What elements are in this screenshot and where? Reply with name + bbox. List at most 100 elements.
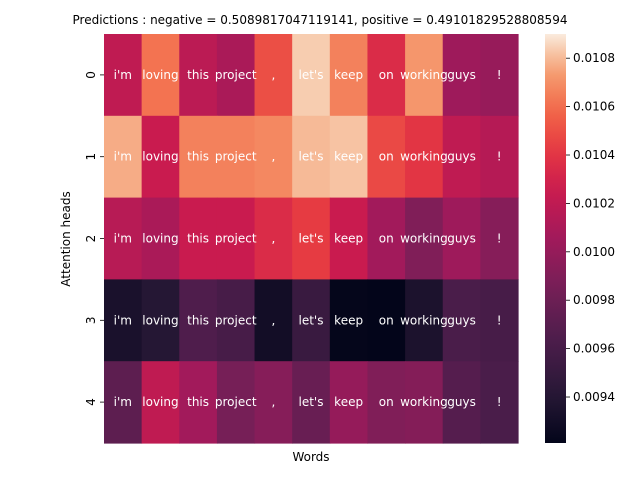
- heatmap-cell-r0-c8: [405, 34, 444, 117]
- cell-word-label: loving: [142, 68, 178, 82]
- heatmap-cell-r1-c4: [254, 115, 293, 199]
- cell-word-label: let's: [299, 395, 324, 409]
- heatmap-cell-r1-c5: [292, 115, 331, 199]
- heatmap-cell-r2-c9: [442, 197, 481, 280]
- cell-word-label: on: [379, 68, 394, 82]
- cell-word-label: keep: [334, 313, 363, 327]
- heatmap-cell-r4-c1: [141, 361, 180, 444]
- heatmap-cell-r2-c2: [179, 197, 218, 280]
- colorbar-tick-label: 0.0094: [573, 390, 615, 404]
- cell-word-label: on: [379, 232, 394, 246]
- heatmap-cell-r1-c1: [141, 115, 180, 199]
- heatmap-cell-r2-c0: [104, 197, 143, 280]
- cell-word-label: ,: [271, 150, 275, 164]
- y-axis-label: Attention heads: [59, 191, 73, 286]
- heatmap-cell-r4-c2: [179, 361, 218, 444]
- heatmap-cell-r0-c7: [367, 34, 406, 117]
- colorbar-tick-label: 0.0106: [573, 100, 615, 114]
- cell-word-label: let's: [299, 150, 324, 164]
- cell-word-label: working: [400, 232, 448, 246]
- heatmap-cell-r4-c3: [216, 361, 256, 444]
- heatmap-cell-r3-c2: [179, 279, 218, 362]
- colorbar-tick-label: 0.0102: [573, 196, 615, 210]
- cell-word-label: this: [187, 150, 209, 164]
- cell-word-label: this: [187, 232, 209, 246]
- heatmap-cell-r0-c1: [141, 34, 180, 117]
- cell-word-label: guys: [447, 68, 476, 82]
- cell-word-label: keep: [334, 395, 363, 409]
- cell-word-label: i'm: [114, 232, 132, 246]
- colorbar-ticks: 0.0094 0.0096 0.0098 0.0100 0.0102 0.0104 0.01…: [566, 51, 615, 404]
- y-tick-label: 4: [84, 398, 98, 406]
- heatmap-cell-r4-c4: [254, 361, 293, 444]
- chart-title: Predictions : negative = 0.5089817047119…: [73, 13, 568, 27]
- heatmap-cell-r4-c9: [442, 361, 481, 444]
- y-tick-label: 2: [84, 235, 98, 243]
- heatmap-cell-r2-c4: [254, 197, 293, 280]
- heatmap-cell-r0-c6: [329, 34, 369, 117]
- cell-word-label: let's: [299, 313, 324, 327]
- colorbar-tick-label: 0.0100: [573, 245, 615, 259]
- cell-word-label: on: [379, 313, 394, 327]
- heatmap-cell-r1-c9: [442, 115, 481, 199]
- heatmap-cell-r3-c0: [104, 279, 143, 362]
- cell-word-label: ,: [271, 68, 275, 82]
- cell-word-label: working: [400, 150, 448, 164]
- heatmap-cell-r2-c10: [480, 197, 519, 280]
- colorbar-tick-label: 0.0108: [573, 51, 615, 65]
- cell-word-label: !: [497, 395, 502, 409]
- cell-word-label: working: [400, 68, 448, 82]
- cell-word-label: ,: [271, 313, 275, 327]
- cell-word-label: ,: [271, 232, 275, 246]
- cell-word-label: loving: [142, 313, 178, 327]
- heatmap-cell-r4-c5: [292, 361, 331, 444]
- cell-word-label: keep: [334, 232, 363, 246]
- heatmap-cell-r2-c1: [141, 197, 180, 280]
- cell-word-label: guys: [447, 395, 476, 409]
- cell-word-label: loving: [142, 150, 178, 164]
- heatmap-cell-r1-c2: [179, 115, 218, 199]
- heatmap-cell-r3-c9: [442, 279, 481, 362]
- cell-word-label: keep: [334, 150, 363, 164]
- heatmap-cell-r3-c6: [329, 279, 369, 362]
- heatmap-cell-r1-c3: [216, 115, 256, 199]
- heatmap-cell-r2-c3: [216, 197, 256, 280]
- colorbar-tick-label: 0.0098: [573, 293, 615, 307]
- cell-word-label: project: [215, 150, 257, 164]
- heatmap-cell-r1-c10: [480, 115, 519, 199]
- cell-word-label: guys: [447, 150, 476, 164]
- heatmap-cell-r3-c3: [216, 279, 256, 362]
- heatmap-cell-r2-c6: [329, 197, 369, 280]
- cell-word-label: let's: [299, 232, 324, 246]
- heatmap-cell-r4-c10: [480, 361, 519, 444]
- y-tick-label: 0: [84, 71, 98, 79]
- heatmap-cell-r3-c8: [405, 279, 444, 362]
- cell-word-label: !: [497, 150, 502, 164]
- heatmap-cell-r0-c4: [254, 34, 293, 117]
- heatmap-cell-r0-c9: [442, 34, 481, 117]
- heatmap-cell-r4-c8: [405, 361, 444, 444]
- cell-word-label: project: [215, 68, 257, 82]
- colorbar-tick-label: 0.0104: [573, 148, 615, 162]
- cell-word-label: let's: [299, 68, 324, 82]
- heatmap-cell-r0-c5: [292, 34, 331, 117]
- heatmap-cell-r2-c7: [367, 197, 406, 280]
- heatmap-cell-r1-c0: [104, 115, 143, 199]
- cell-word-label: guys: [447, 232, 476, 246]
- cell-word-label: on: [379, 395, 394, 409]
- heatmap-cell-r1-c7: [367, 115, 406, 199]
- heatmap-cell-r1-c8: [405, 115, 444, 199]
- heatmap-cell-r4-c6: [329, 361, 369, 444]
- heatmap-cell-labels: i'm loving this project, let's keep on working g…: [114, 68, 502, 409]
- heatmap-cells: [104, 34, 519, 444]
- cell-word-label: working: [400, 395, 448, 409]
- heatmap-cell-r4-c0: [104, 361, 143, 444]
- heatmap-cell-r0-c3: [216, 34, 256, 117]
- heatmap-cell-r3-c7: [367, 279, 406, 362]
- cell-word-label: this: [187, 395, 209, 409]
- heatmap-cell-r3-c4: [254, 279, 293, 362]
- heatmap-cell-r0-c10: [480, 34, 519, 117]
- cell-word-label: keep: [334, 68, 363, 82]
- cell-word-label: i'm: [114, 68, 132, 82]
